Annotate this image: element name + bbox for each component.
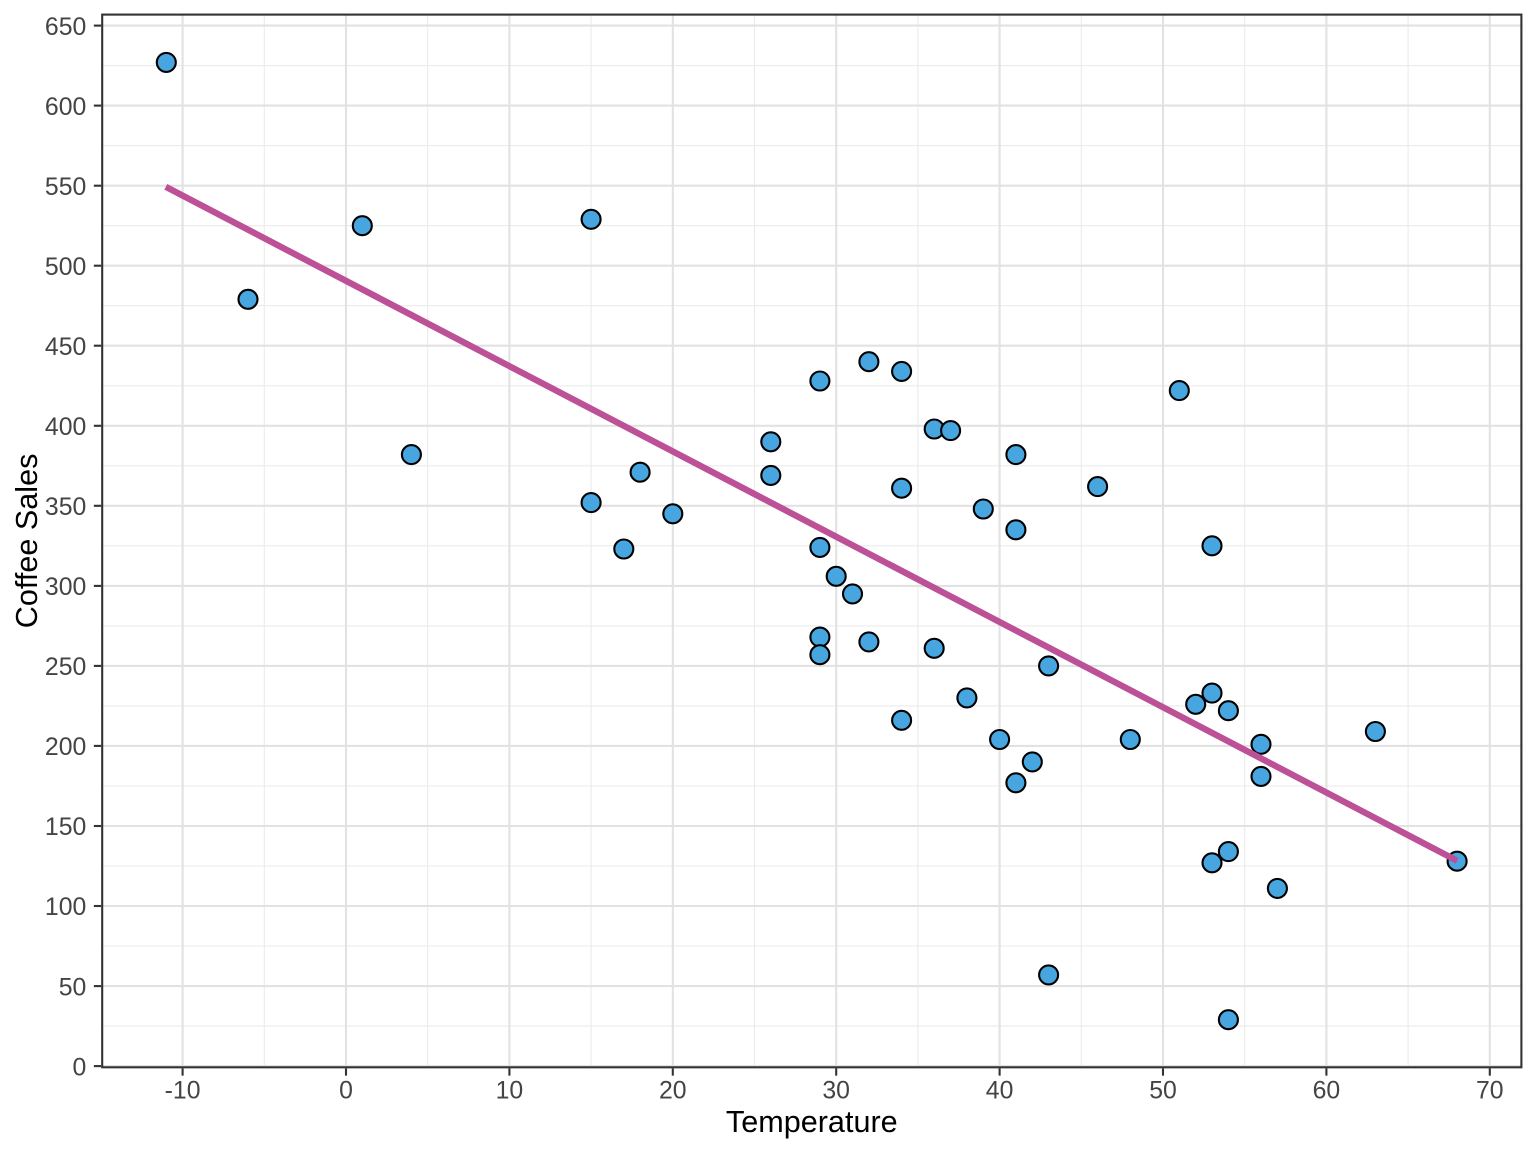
svg-text:10: 10 [496,1078,524,1105]
svg-text:40: 40 [986,1078,1014,1105]
svg-text:200: 200 [45,734,86,761]
svg-text:650: 650 [45,14,86,41]
svg-text:0: 0 [339,1078,353,1105]
svg-text:500: 500 [45,254,86,281]
svg-text:600: 600 [45,94,86,121]
svg-text:300: 300 [45,574,86,601]
svg-text:60: 60 [1313,1078,1341,1105]
svg-text:Coffee Sales: Coffee Sales [10,454,44,629]
svg-text:400: 400 [45,414,86,441]
svg-text:250: 250 [45,654,86,681]
svg-text:20: 20 [659,1078,687,1105]
svg-text:0: 0 [73,1054,87,1081]
svg-text:550: 550 [45,174,86,201]
svg-text:150: 150 [45,814,86,841]
svg-text:Temperature: Temperature [726,1105,898,1139]
svg-text:450: 450 [45,334,86,361]
svg-text:100: 100 [45,894,86,921]
svg-text:70: 70 [1476,1078,1504,1105]
svg-text:50: 50 [1149,1078,1177,1105]
svg-text:30: 30 [822,1078,850,1105]
svg-text:350: 350 [45,494,86,521]
svg-text:-10: -10 [165,1078,201,1105]
svg-text:50: 50 [59,974,87,1001]
